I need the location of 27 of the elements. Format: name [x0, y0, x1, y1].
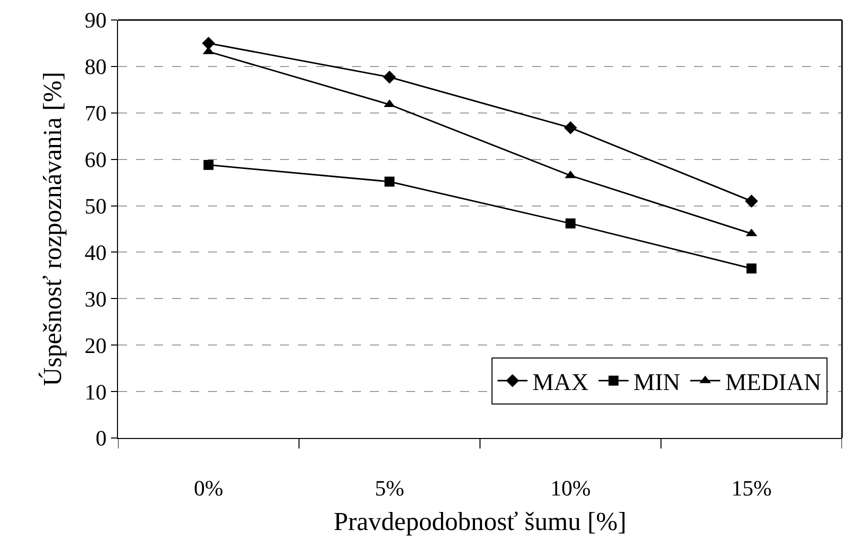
point: [566, 218, 576, 228]
y-tick-label: 30: [84, 286, 107, 312]
x-tick-label: 15%: [731, 475, 772, 500]
y-axis-title: Úspešnosť rozpoznávania [%]: [38, 72, 67, 386]
y-tick-label: 80: [84, 54, 107, 80]
legend-label: MIN: [634, 370, 680, 396]
point: [383, 70, 396, 84]
y-tick-label: 90: [84, 8, 107, 33]
point: [746, 263, 756, 274]
y-tick-label: 50: [84, 193, 107, 218]
point: [564, 121, 577, 134]
legend-label: MEDIAN: [725, 370, 822, 396]
y-tick-label: 40: [84, 240, 107, 265]
point: [204, 160, 214, 170]
legend-label: MAX: [532, 370, 589, 396]
y-tick-label: 20: [84, 332, 107, 358]
y-tick-label: 60: [84, 147, 107, 172]
y-tick-label: 70: [84, 100, 107, 126]
x-tick-label: 0%: [194, 475, 224, 500]
x-tick-label: 5%: [374, 475, 404, 500]
point: [745, 194, 758, 208]
y-tick-label: 0: [96, 426, 107, 451]
x-axis-title: Pravdepodobnosť šumu [%]: [334, 507, 626, 536]
x-tick-label: 10%: [550, 475, 591, 500]
point: [202, 36, 215, 50]
y-tick-label: 10: [84, 379, 107, 404]
point: [384, 176, 394, 187]
